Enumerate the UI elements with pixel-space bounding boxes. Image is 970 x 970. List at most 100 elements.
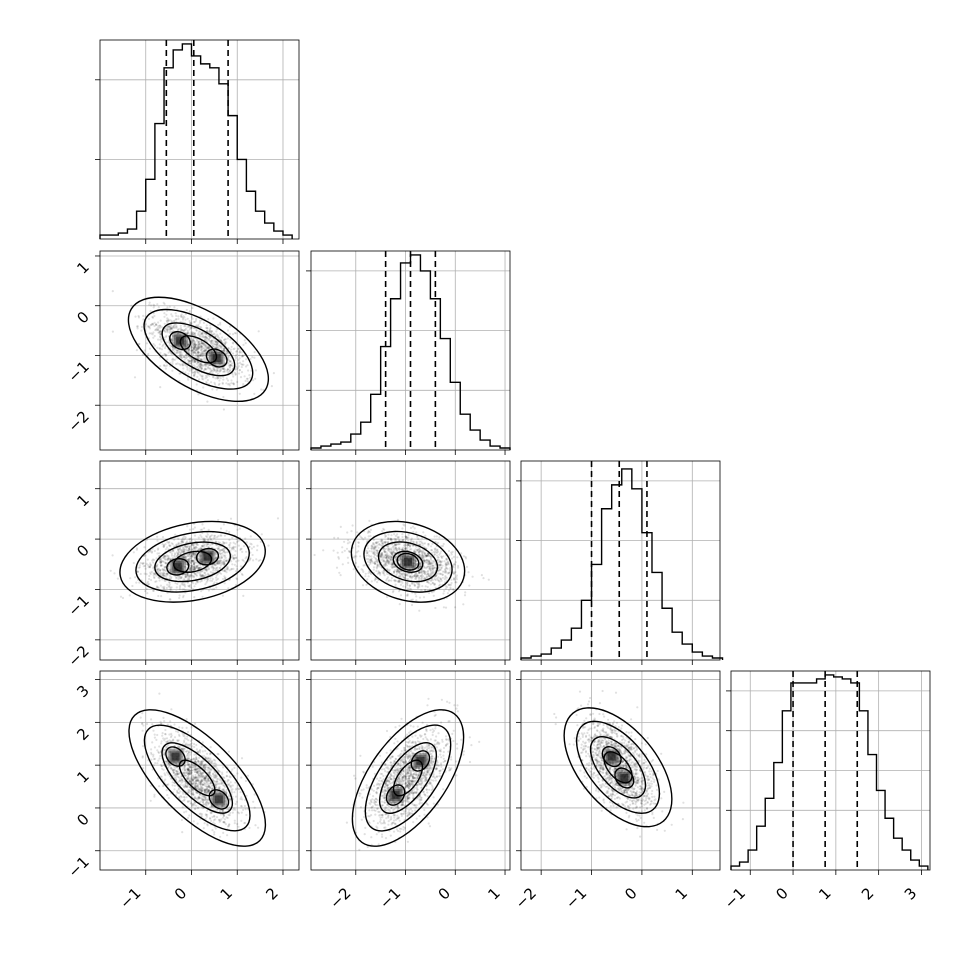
scatter-point bbox=[395, 570, 398, 573]
scatter-point bbox=[177, 559, 181, 563]
scatter-point bbox=[453, 563, 456, 566]
scatter-point bbox=[197, 347, 200, 350]
scatter-point bbox=[175, 314, 178, 317]
scatter-point bbox=[231, 364, 234, 367]
scatter-point bbox=[224, 338, 227, 341]
scatter-point bbox=[421, 556, 424, 560]
scatter-point bbox=[440, 545, 443, 548]
scatter-point bbox=[153, 572, 156, 576]
scatter-point bbox=[199, 353, 202, 356]
scatter-point bbox=[197, 355, 200, 358]
scatter-point bbox=[383, 570, 386, 573]
scatter-point bbox=[191, 350, 194, 353]
scatter-point bbox=[199, 363, 202, 366]
scatter-point bbox=[427, 569, 430, 573]
scatter-point bbox=[187, 578, 190, 581]
scatter-point bbox=[369, 561, 372, 564]
scatter-point bbox=[200, 775, 203, 778]
scatter-point bbox=[429, 555, 432, 558]
scatter-point bbox=[205, 535, 208, 538]
scatter-point bbox=[226, 371, 229, 374]
scatter-point bbox=[211, 350, 214, 353]
scatter-point bbox=[204, 338, 207, 342]
scatter-point bbox=[431, 569, 434, 572]
scatter-point bbox=[191, 344, 194, 347]
scatter-point bbox=[157, 321, 160, 324]
scatter-point bbox=[203, 538, 206, 541]
scatter-point bbox=[423, 566, 426, 569]
scatter-point bbox=[376, 565, 380, 568]
scatter-point bbox=[157, 555, 160, 558]
scatter-point bbox=[422, 542, 425, 545]
scatter-point bbox=[167, 555, 170, 558]
scatter-point bbox=[205, 382, 208, 385]
scatter-point bbox=[407, 558, 410, 561]
scatter-point bbox=[202, 552, 205, 555]
scatter-point bbox=[454, 570, 457, 574]
scatter-point bbox=[212, 537, 215, 540]
histogram-step-0 bbox=[99, 43, 293, 239]
scatter-point bbox=[200, 779, 203, 783]
scatter-point bbox=[421, 551, 424, 555]
scatter-point bbox=[207, 364, 210, 367]
scatter-point bbox=[167, 556, 170, 560]
scatter-point bbox=[191, 559, 194, 562]
scatter-point bbox=[387, 548, 391, 551]
scatter-point bbox=[156, 328, 160, 332]
scatter-point bbox=[193, 343, 196, 346]
scatter-point bbox=[198, 555, 201, 558]
scatter-point bbox=[194, 348, 197, 351]
scatter-point bbox=[436, 549, 439, 552]
scatter-point bbox=[193, 364, 196, 367]
scatter-point bbox=[379, 553, 382, 556]
scatter-point bbox=[159, 324, 162, 327]
scatter-point bbox=[167, 340, 170, 343]
scatter-point bbox=[170, 564, 173, 567]
scatter-point bbox=[179, 561, 182, 564]
scatter-point bbox=[398, 603, 401, 606]
scatter-point bbox=[437, 570, 440, 573]
scatter-point bbox=[212, 362, 216, 365]
scatter-point bbox=[403, 544, 406, 547]
scatter-point bbox=[423, 542, 427, 545]
scatter-point bbox=[199, 556, 202, 559]
scatter-point bbox=[400, 560, 403, 564]
scatter-point bbox=[153, 558, 156, 562]
scatter-point bbox=[188, 359, 191, 362]
scatter-point bbox=[168, 598, 171, 601]
scatter-point bbox=[402, 539, 405, 542]
scatter-point bbox=[198, 557, 201, 560]
scatter-point bbox=[218, 351, 221, 354]
scatter-point bbox=[185, 549, 189, 552]
scatter-point bbox=[161, 354, 164, 357]
scatter-point bbox=[198, 321, 201, 324]
scatter-point bbox=[425, 573, 428, 576]
scatter-point bbox=[172, 569, 175, 573]
scatter-point bbox=[406, 574, 410, 577]
scatter-point bbox=[206, 326, 209, 330]
scatter-point bbox=[410, 538, 413, 542]
scatter-point bbox=[209, 351, 213, 355]
scatter-point bbox=[168, 328, 171, 331]
scatter-point bbox=[410, 562, 413, 565]
scatter-point bbox=[218, 370, 221, 373]
scatter-point bbox=[204, 332, 207, 335]
scatter-point bbox=[150, 304, 153, 307]
scatter-point bbox=[194, 351, 197, 354]
scatter-point bbox=[431, 542, 434, 546]
scatter-point bbox=[433, 582, 436, 585]
scatter-point bbox=[229, 363, 232, 366]
scatter-point bbox=[153, 304, 156, 307]
scatter-point bbox=[196, 565, 199, 568]
scatter-point bbox=[204, 351, 207, 354]
scatter-point bbox=[180, 351, 183, 354]
scatter-point bbox=[219, 559, 222, 562]
scatter-point bbox=[427, 553, 430, 556]
scatter-point bbox=[216, 372, 219, 375]
scatter-point bbox=[205, 344, 208, 347]
scatter-point bbox=[216, 376, 219, 379]
scatter-point bbox=[203, 368, 206, 371]
scatter-point bbox=[441, 573, 444, 576]
scatter-point bbox=[435, 551, 438, 555]
scatter-point bbox=[427, 553, 430, 556]
